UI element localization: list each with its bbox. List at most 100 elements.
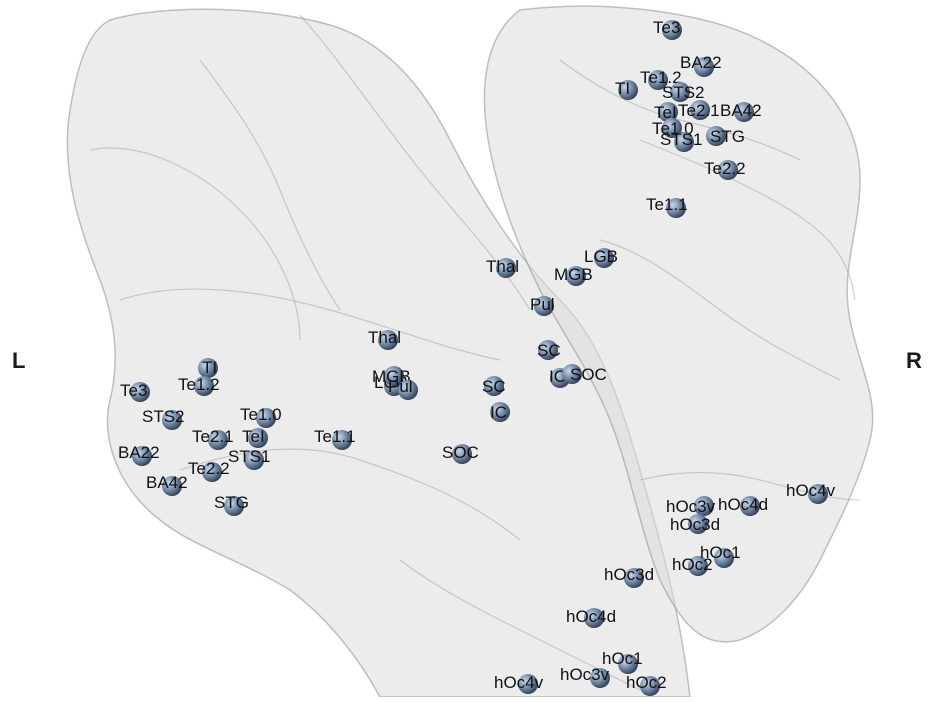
region-label-l-te11: Te1.1: [314, 427, 356, 446]
region-node-l-sts1: STS1: [228, 447, 271, 470]
region-node-r-hoc2: hOc2: [672, 555, 713, 576]
region-sphere-l-ba22: [132, 446, 152, 466]
region-sphere-l-sc: [484, 376, 504, 396]
region-node-l-ti: TI: [198, 358, 218, 378]
fold-6: [639, 471, 861, 501]
region-node-l-mgb: MGB: [372, 366, 411, 386]
region-label-l-soc: SOC: [442, 443, 479, 462]
region-node-r-thal: Thal: [486, 257, 519, 278]
region-label-r-hoc2: hOc2: [672, 555, 713, 574]
region-sphere-r-sts1: [674, 132, 694, 152]
region-label-l-ba22: BA22: [118, 443, 160, 462]
region-node-r-tei: TeI: [654, 102, 678, 122]
fold-9: [559, 59, 801, 161]
region-node-r-sc: SC: [537, 340, 561, 360]
region-sphere-r-soc: [562, 364, 582, 384]
region-sphere-r-te22: [718, 160, 738, 180]
fold-1: [89, 147, 301, 341]
region-sphere-l-ic: [490, 402, 510, 422]
region-sphere-r-ba42: [734, 102, 754, 122]
region-label-r-mgb: MGB: [554, 265, 593, 284]
left-side-label: L: [12, 348, 26, 373]
region-label-r-lgb: LGB: [584, 247, 618, 266]
region-label-l-te10: Te1.0: [240, 405, 282, 424]
right-hemisphere-outline: [483, 5, 874, 643]
region-node-l-thal: Thal: [368, 328, 401, 350]
region-node-l-ba42: BA42: [146, 473, 188, 496]
region-sphere-l-tei: [248, 428, 268, 448]
region-sphere-l-ba42: [162, 476, 182, 496]
region-node-r-mgb: MGB: [554, 265, 593, 286]
region-node-r-ba22: BA22: [680, 53, 722, 77]
region-node-l-pul: Pul: [388, 377, 418, 400]
region-label-r-sc: SC: [537, 341, 561, 360]
region-node-r-hoc3v: hOc3v: [666, 496, 716, 516]
region-label-l-te12: Te1.2: [178, 375, 220, 394]
fold-2: [119, 288, 501, 361]
region-label-l-ba42: BA42: [146, 473, 188, 492]
region-sphere-r-ba22: [694, 57, 714, 77]
region-node-r-hoc4d: hOc4d: [718, 495, 768, 516]
region-node-r-hoc1: hOc1: [700, 543, 741, 568]
region-label-l-hoc4d: hOc4d: [566, 607, 616, 626]
region-sphere-l-te3: [130, 382, 150, 402]
region-label-r-sts2: STS2: [662, 83, 705, 102]
region-sphere-l-hoc2: [640, 676, 660, 696]
region-label-l-hoc2: hOc2: [626, 673, 667, 692]
region-sphere-r-te11: [666, 198, 686, 218]
region-sphere-l-hoc4v: [518, 674, 538, 694]
region-label-l-sts1: STS1: [228, 447, 271, 466]
region-node-r-stg: STG: [706, 126, 745, 146]
region-label-r-te3: Te3: [653, 18, 680, 37]
region-node-l-hoc1: hOc1: [602, 649, 643, 674]
region-label-r-stg: STG: [710, 127, 745, 146]
region-sphere-r-lgb: [594, 248, 614, 268]
region-sphere-r-hoc3v: [694, 496, 714, 516]
region-label-l-te22: Te2.2: [188, 459, 230, 478]
region-node-r-te3: Te3: [653, 18, 682, 40]
region-sphere-l-pul: [398, 380, 418, 400]
region-node-r-ba42: BA42: [720, 101, 762, 122]
region-label-l-pul: Pul: [388, 377, 413, 396]
region-label-r-hoc3d: hOc3d: [670, 515, 720, 534]
region-sphere-l-stg: [224, 496, 244, 516]
region-label-l-te21: Te2.1: [192, 427, 234, 446]
region-node-l-hoc3v: hOc3v: [560, 665, 610, 688]
region-label-r-ba42: BA42: [720, 101, 762, 120]
region-node-l-sc: SC: [482, 376, 506, 396]
region-node-l-ba22: BA22: [118, 443, 160, 466]
region-sphere-r-thal: [496, 258, 516, 278]
region-node-r-soc: SOC: [562, 364, 607, 384]
region-sphere-r-sc: [538, 340, 558, 360]
region-node-l-hoc4d: hOc4d: [566, 607, 616, 628]
region-label-r-ba22: BA22: [680, 53, 722, 72]
region-sphere-r-hoc4v: [808, 484, 828, 504]
region-sphere-r-hoc3d: [688, 514, 708, 534]
region-label-r-pul: Pul: [530, 295, 555, 314]
region-label-r-hoc3v: hOc3v: [666, 497, 716, 516]
region-node-r-hoc4v: hOc4v: [786, 481, 836, 504]
region-label-l-sts2: STS2: [142, 407, 185, 426]
region-label-l-tei: TeI: [242, 427, 265, 446]
region-label-r-hoc4d: hOc4d: [718, 495, 768, 514]
region-label-l-te3: Te3: [120, 381, 147, 400]
region-sphere-l-mgb: [384, 366, 404, 386]
region-node-l-sts2: STS2: [142, 407, 185, 430]
region-node-l-te11: Te1.1: [314, 427, 356, 450]
region-node-r-ti: TI: [615, 79, 638, 100]
region-label-r-te11: Te1.1: [646, 195, 688, 214]
region-sphere-r-te12: [648, 70, 668, 90]
region-sphere-l-te10: [256, 408, 276, 428]
region-sphere-r-hoc2: [688, 556, 708, 576]
right-side-label: R: [906, 348, 922, 373]
region-label-l-hoc3v: hOc3v: [560, 665, 610, 684]
region-label-r-hoc1: hOc1: [700, 543, 741, 562]
region-sphere-l-sts1: [244, 450, 264, 470]
region-sphere-l-te22: [202, 462, 222, 482]
region-label-r-tei: TeI: [654, 103, 677, 122]
region-node-l-tei: TeI: [242, 427, 268, 448]
region-sphere-r-pul: [534, 296, 554, 316]
region-node-l-stg: STG: [214, 493, 249, 516]
